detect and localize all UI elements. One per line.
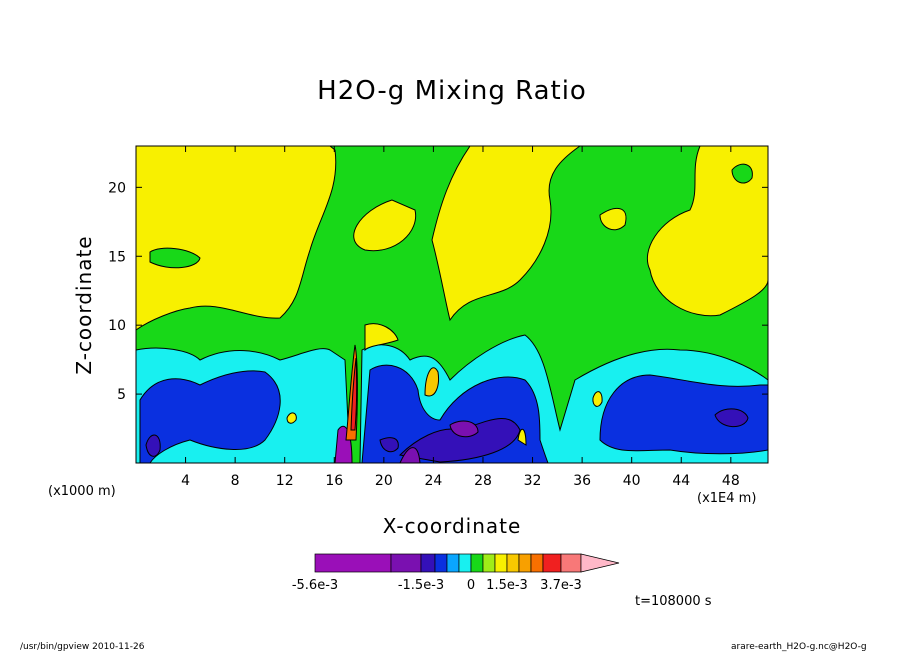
x-axis-multiplier-label: (x1E4 m)	[697, 491, 757, 506]
green-blob-right	[731, 163, 753, 184]
time-label: t=108000 s	[635, 594, 712, 609]
colorbar-segment	[434, 553, 448, 573]
footer-left: /usr/bin/gpview 2010-11-26	[20, 642, 145, 652]
yellow-spot-2	[286, 412, 297, 424]
blue-region-3	[599, 374, 768, 455]
purple-core-1	[449, 420, 479, 438]
colorbar-segment	[494, 553, 508, 573]
colorbar-tick-label: 3.7e-3	[540, 578, 582, 593]
yellow-spot-3	[517, 428, 527, 446]
x-axis-ticks: 4 8 12 16 20 24 28 32 36 40 44 48	[181, 146, 740, 489]
colorbar-segment	[518, 553, 532, 573]
darkblue-core-3	[714, 408, 749, 428]
green-blob-left	[149, 247, 201, 269]
yellow-pocket-1	[353, 199, 417, 252]
darkblue-core-4	[379, 437, 399, 453]
y-tick-label: 15	[108, 249, 126, 265]
red-plume	[350, 357, 358, 431]
y-axis-label: Z-coordinate	[72, 235, 96, 375]
colorbar-tick-label: -5.6e-3	[292, 578, 338, 593]
plot-frame	[135, 145, 769, 464]
x-tick-label: 28	[474, 473, 492, 489]
y-axis-ticks: 5 10 15 20	[108, 180, 768, 403]
yellow-pocket-2	[599, 207, 627, 231]
x-tick-label: 48	[722, 473, 740, 489]
colorbar-segment	[446, 553, 460, 573]
colorbar-segment	[470, 553, 484, 573]
colorbar-segment	[530, 553, 544, 573]
colorbar-segment	[482, 553, 496, 573]
x-tick-label: 20	[375, 473, 393, 489]
colorbar: -5.6e-3 -1.5e-3 0 1.5e-3 3.7e-3	[292, 553, 620, 593]
colorbar-segment	[314, 553, 392, 573]
colorbar-tick-label: -1.5e-3	[398, 578, 444, 593]
colorbar-segment	[542, 553, 562, 573]
contour-field	[136, 146, 768, 463]
chart-title: H2O-g Mixing Ratio	[317, 76, 587, 106]
x-tick-label: 40	[623, 473, 641, 489]
yellow-spot-4	[364, 323, 399, 352]
colorbar-extend-arrow	[580, 553, 620, 573]
colorbar-segment	[420, 553, 436, 573]
y-tick-label: 5	[117, 387, 126, 403]
colorbar-tick-label: 1.5e-3	[486, 578, 528, 593]
yellow-spot-1	[592, 391, 603, 407]
y-tick-label: 20	[108, 180, 126, 196]
x-tick-label: 24	[424, 473, 442, 489]
darkblue-core-1	[398, 417, 521, 463]
x-tick-label: 36	[573, 473, 591, 489]
orange-spot-1	[424, 367, 439, 397]
x-axis-unit-label: (x1000 m)	[48, 484, 116, 499]
colorbar-segment	[560, 553, 582, 573]
x-tick-label: 4	[181, 473, 190, 489]
colorbar-segment	[458, 553, 472, 573]
colorbar-segment	[390, 553, 422, 573]
colorbar-segment	[506, 553, 520, 573]
blue-region-1	[139, 370, 281, 463]
darkblue-core-2	[145, 434, 161, 457]
x-tick-label: 8	[231, 473, 240, 489]
footer-right: arare-earth_H2O-g.nc@H2O-g	[731, 642, 867, 652]
y-tick-label: 10	[108, 318, 126, 334]
x-axis-label: X-coordinate	[382, 514, 522, 538]
x-tick-label: 16	[325, 473, 343, 489]
x-tick-label: 44	[672, 473, 690, 489]
x-tick-label: 12	[276, 473, 294, 489]
colorbar-tick-label: 0	[467, 578, 475, 593]
x-tick-label: 32	[524, 473, 542, 489]
